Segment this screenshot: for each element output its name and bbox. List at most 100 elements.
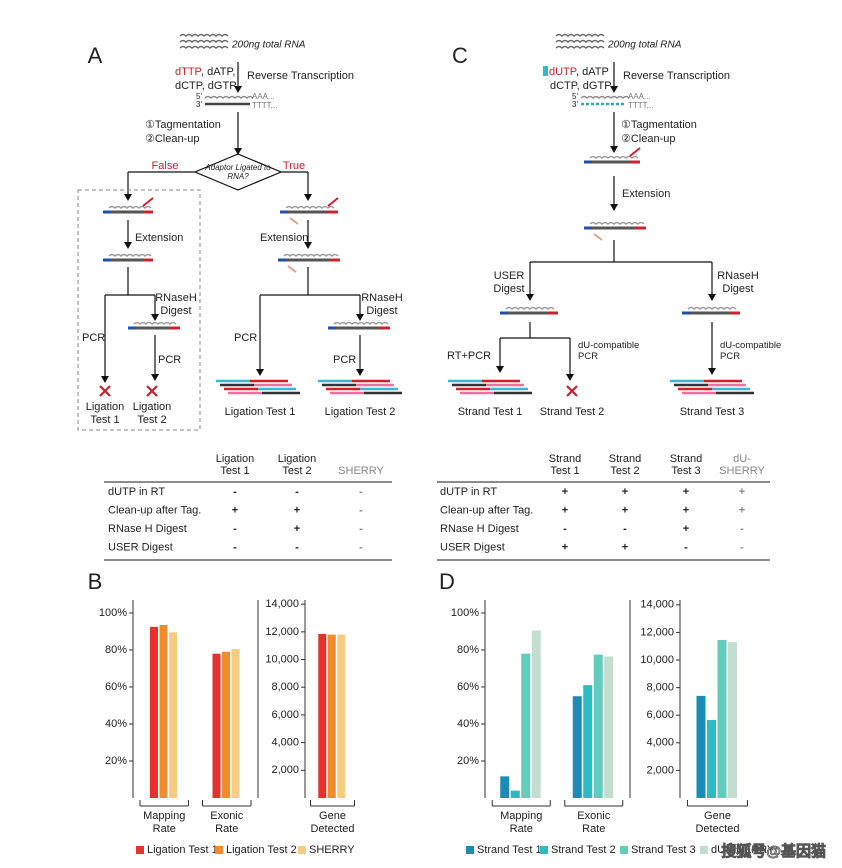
label: 5'	[196, 92, 202, 101]
label: , dATP,	[201, 66, 235, 78]
y-tick-label: 14,000	[265, 598, 299, 610]
label: ①Tagmentation	[621, 119, 697, 131]
column-header: dU-SHERRY	[719, 452, 765, 478]
label: , dATP	[576, 66, 609, 78]
rna-strand	[589, 155, 639, 160]
bar	[222, 651, 230, 798]
label: dCTP, dGTP	[550, 80, 612, 92]
label: Strand Test 2	[540, 406, 605, 418]
table-cell: +	[739, 486, 745, 498]
label: AAA...	[252, 92, 275, 101]
rna-strand	[179, 33, 229, 38]
fail-mark	[566, 385, 578, 397]
y-tick-label: 10,000	[265, 653, 299, 665]
rna-strand	[283, 253, 339, 258]
y-tick-label: 2,000	[271, 764, 299, 776]
label: 3'	[196, 100, 202, 109]
y-tick-label: 8,000	[646, 682, 674, 694]
table-cell: -	[359, 541, 363, 553]
label-block: RNaseH Digest	[717, 270, 759, 295]
y-tick-label: 4,000	[271, 737, 299, 749]
adaptor	[287, 265, 297, 273]
legend-swatch	[215, 846, 223, 854]
x-tick-label: Mapping Rate	[500, 810, 543, 835]
table-cell: -	[623, 523, 627, 535]
watermark: 搜狐号@基因猫	[721, 842, 826, 860]
legend-label: Strand Test 3	[631, 844, 696, 856]
y-tick-label: 14,000	[640, 599, 674, 611]
bar	[159, 624, 168, 798]
bar	[500, 776, 510, 798]
bar	[583, 685, 593, 798]
table-cell: +	[622, 486, 628, 498]
adaptor	[327, 197, 339, 207]
bar	[318, 633, 327, 798]
column-header: Ligation Test 1	[215, 452, 255, 478]
y-tick-label: 20%	[457, 755, 479, 767]
legend-swatch	[298, 846, 306, 854]
label: Adaptor Ligated to RNA?	[205, 163, 271, 182]
rna-strand	[555, 33, 605, 38]
fail-mark	[99, 385, 111, 397]
label: dU-compatible PCR	[720, 341, 782, 362]
label: Ligation Test 2	[325, 406, 396, 418]
bar	[604, 656, 614, 798]
x-tick-label: Exonic Rate	[577, 810, 611, 835]
label-block: dU-compatible PCR	[720, 341, 782, 362]
row-label: dUTP in RT	[108, 486, 165, 498]
bar	[717, 640, 727, 798]
label: dU-compatible PCR	[578, 341, 640, 362]
label: USER Digest	[493, 270, 525, 295]
table-cell: +	[562, 541, 568, 553]
table-cell: +	[562, 504, 568, 516]
y-tick-label: 12,000	[640, 626, 674, 638]
label-block: RNaseH Digest	[361, 292, 403, 317]
y-tick-label: 60%	[457, 681, 479, 693]
label: dTTP	[175, 66, 202, 78]
bar	[327, 634, 336, 798]
bar	[169, 632, 177, 798]
bar	[531, 630, 541, 798]
table-cell: -	[740, 541, 744, 553]
table-cell: +	[232, 504, 238, 516]
rna-strand	[580, 95, 630, 100]
rna-strand	[555, 39, 605, 44]
label: PCR	[82, 332, 105, 344]
y-tick-label: 80%	[457, 644, 479, 656]
y-tick-label: 10,000	[640, 654, 674, 666]
x-tick-label: Mapping Rate	[143, 810, 185, 835]
y-tick-label: 100%	[99, 607, 127, 619]
legend-label: Ligation Test 1	[147, 844, 218, 856]
table-cell: -	[740, 523, 744, 535]
table-cell: -	[563, 523, 567, 535]
fail-mark	[146, 385, 158, 397]
x-tick-label: Exonic Rate	[577, 810, 611, 835]
label-block: Ligation Test 2	[133, 401, 172, 426]
table-cell: -	[233, 523, 237, 535]
bar	[337, 634, 346, 798]
legend-swatch	[620, 846, 628, 854]
table-cell: +	[622, 504, 628, 516]
row-label: Clean-up after Tag.	[108, 504, 201, 516]
bar	[696, 695, 706, 798]
legend-label: dU-SHERRY	[711, 844, 775, 856]
column-header: Strand Test 2	[609, 453, 641, 478]
table-cell: -	[359, 523, 363, 535]
rna-strand	[108, 253, 152, 258]
y-tick-label: 8,000	[271, 681, 299, 693]
label: False	[152, 160, 179, 172]
column-header: dU-SHERRY	[719, 452, 765, 478]
column-header: Strand Test 3	[669, 452, 703, 478]
bar	[231, 649, 240, 798]
label: RNaseH Digest	[155, 292, 197, 317]
table-cell: +	[622, 541, 628, 553]
label-block: Ligation Test 1	[85, 401, 125, 426]
panel-label: C	[452, 43, 468, 68]
label: PCR	[234, 332, 257, 344]
column-header: SHERRY	[338, 465, 384, 478]
column-header: Strand Test 3	[669, 452, 703, 478]
label: Ligation Test 1	[85, 401, 125, 426]
label: TTTT...	[252, 101, 277, 110]
bar	[593, 654, 603, 798]
